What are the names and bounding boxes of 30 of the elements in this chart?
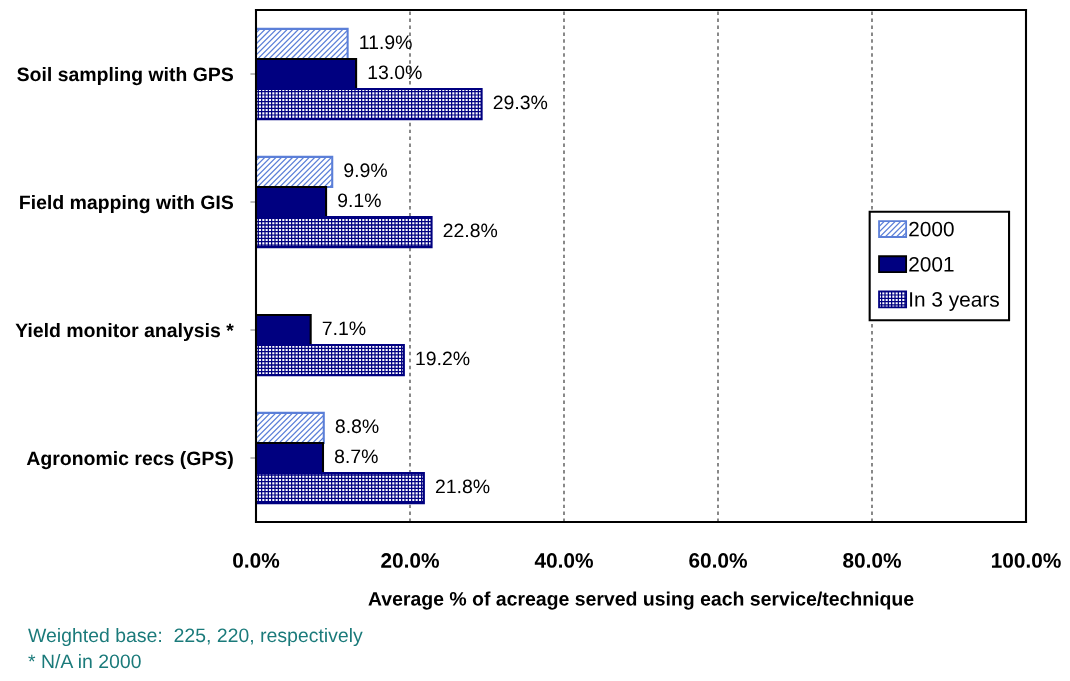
- y-tick-label: Agronomic recs (GPS): [26, 450, 233, 470]
- legend-label: 2001: [909, 256, 954, 272]
- legend-label: In 3 years: [910, 292, 999, 311]
- bar: [256, 27, 349, 60]
- data-label: 21.8%: [435, 479, 490, 494]
- bar: [256, 155, 334, 188]
- bar: [256, 411, 325, 444]
- x-tick-label: 20.0%: [381, 553, 439, 568]
- data-label: 8.7%: [334, 449, 378, 464]
- data-label: 19.2%: [416, 351, 470, 366]
- x-axis-title: Average % of acreage served using each service/technique: [368, 591, 914, 610]
- legend-label: 2000: [909, 221, 954, 237]
- data-label: 8.8%: [335, 419, 379, 434]
- x-tick-label: 100.0%: [991, 553, 1061, 568]
- y-tick-label: Yield monitor analysis *: [15, 322, 234, 342]
- text: Weighted base: 225, 220, respectively: [28, 627, 363, 647]
- data-label: 9.1%: [338, 193, 381, 208]
- data-label: 22.8%: [443, 223, 498, 238]
- data-label: 7.1%: [322, 321, 366, 336]
- x-tick-label: 60.0%: [689, 553, 747, 568]
- x-tick-label: 0.0%: [233, 553, 280, 568]
- x-tick-label: 40.0%: [534, 553, 593, 568]
- text: * N/A in 2000: [28, 653, 141, 669]
- data-label: 11.9%: [360, 35, 412, 50]
- data-label: 9.9%: [344, 163, 387, 178]
- x-tick-label: 80.0%: [843, 553, 901, 568]
- data-label: 13.0%: [368, 65, 422, 80]
- y-tick-label: Field mapping with GIS: [20, 194, 234, 214]
- y-tick-label: Soil sampling with GPS: [17, 66, 234, 86]
- data-label: 29.3%: [493, 95, 548, 110]
